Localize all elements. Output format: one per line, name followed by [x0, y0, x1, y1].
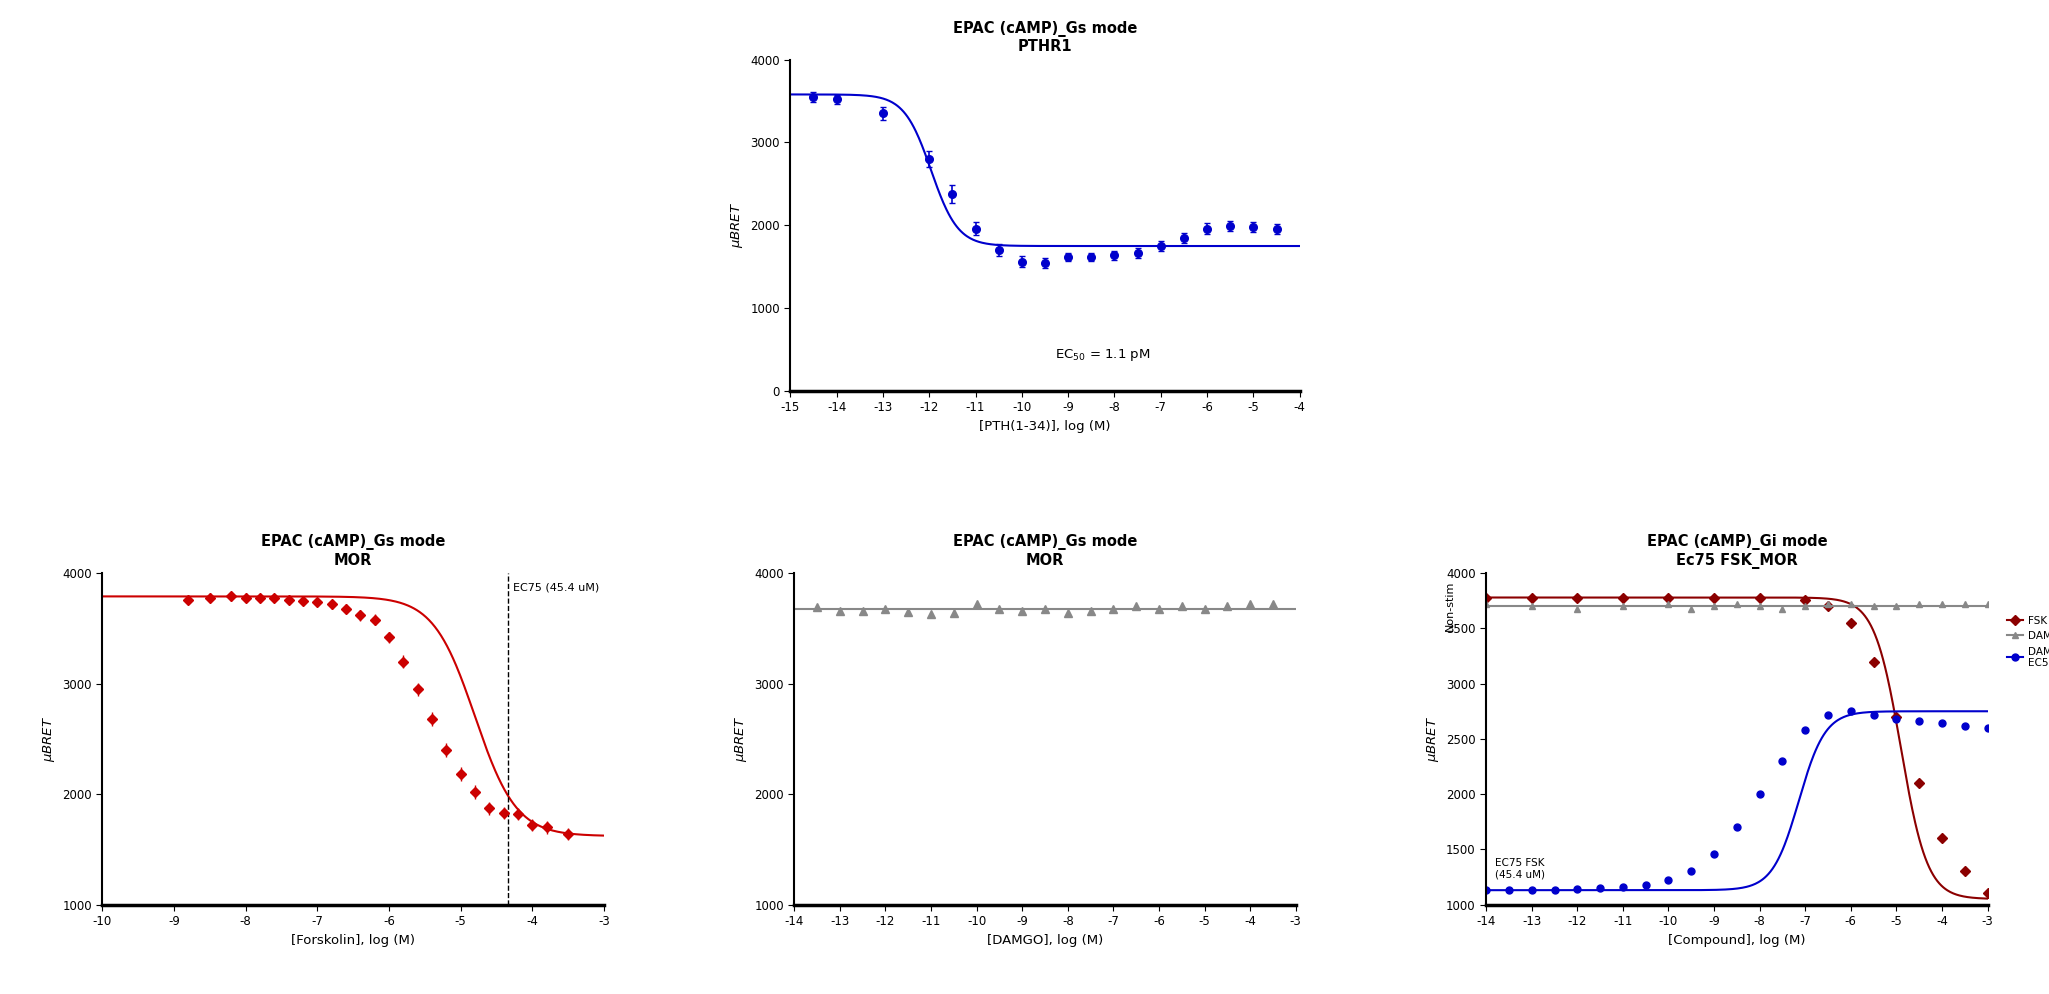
Text: EC75 FSK
(45.4 uM): EC75 FSK (45.4 uM) — [1496, 858, 1545, 880]
X-axis label: [PTH(1-34)], log (M): [PTH(1-34)], log (M) — [979, 419, 1111, 433]
X-axis label: [DAMGO], log (M): [DAMGO], log (M) — [988, 933, 1102, 946]
Y-axis label: $\mu$BRET: $\mu$BRET — [1424, 716, 1440, 762]
Text: EC$_{50}$ = 1.1 pM: EC$_{50}$ = 1.1 pM — [1055, 347, 1149, 363]
Legend: FSK DC, DAMGO (Gs mode), DAMGO (Gi mode)
EC50 DAMGO = 7.25 nM: FSK DC, DAMGO (Gs mode), DAMGO (Gi mode)… — [2002, 611, 2049, 672]
X-axis label: [Compound], log (M): [Compound], log (M) — [1668, 933, 1805, 946]
Title: EPAC (cAMP)_Gs mode
MOR: EPAC (cAMP)_Gs mode MOR — [953, 535, 1137, 568]
X-axis label: [Forskolin], log (M): [Forskolin], log (M) — [291, 933, 416, 946]
Title: EPAC (cAMP)_Gs mode
PTHR1: EPAC (cAMP)_Gs mode PTHR1 — [953, 21, 1137, 55]
Y-axis label: $\mu$BRET: $\mu$BRET — [41, 716, 57, 762]
Text: Non-stim: Non-stim — [1445, 580, 1455, 631]
Title: EPAC (cAMP)_Gs mode
MOR: EPAC (cAMP)_Gs mode MOR — [260, 535, 445, 568]
Title: EPAC (cAMP)_Gi mode
Ec75 FSK_MOR: EPAC (cAMP)_Gi mode Ec75 FSK_MOR — [1647, 535, 1828, 569]
Text: EC75 (45.4 uM): EC75 (45.4 uM) — [514, 582, 600, 592]
Y-axis label: $\mu$BRET: $\mu$BRET — [734, 716, 748, 762]
Y-axis label: $\mu$BRET: $\mu$BRET — [729, 202, 744, 248]
